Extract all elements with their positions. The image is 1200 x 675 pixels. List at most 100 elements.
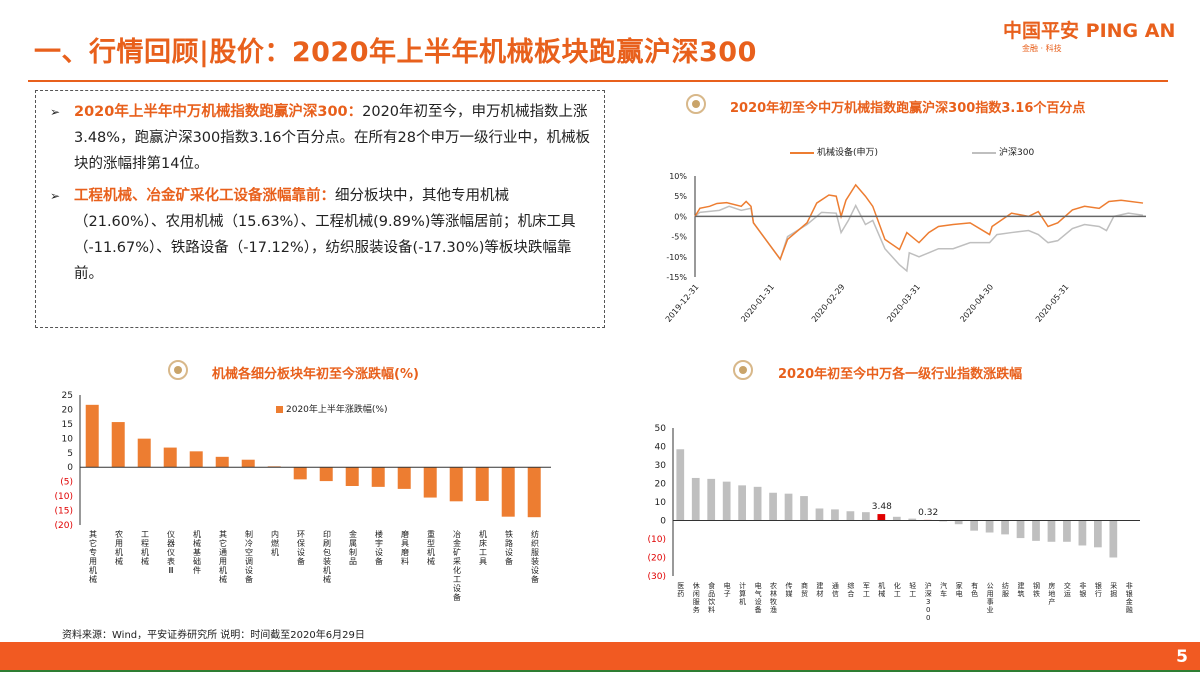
logo-cn: 中国平安 <box>1003 20 1080 42</box>
bar <box>1032 520 1040 541</box>
x-category-label: 轻工 <box>909 581 916 598</box>
y-tick-label: 5% <box>674 192 687 201</box>
bar <box>85 404 99 468</box>
bar <box>846 511 855 521</box>
bar <box>831 509 839 521</box>
y-tick-label: 15 <box>62 420 73 430</box>
legend-label: 机械设备(申万) <box>817 148 879 158</box>
x-category-label: 建筑 <box>1018 581 1025 598</box>
y-tick-label: (15) <box>55 507 73 517</box>
page-title: 一、行情回顾|股价：2020年上半年机械板块跑赢沪深300 <box>34 37 757 68</box>
line-chart-title: 2020年初至今中万机械指数跑赢沪深300指数3.16个百分点 <box>730 101 1086 116</box>
x-category-label: 有色 <box>971 581 978 598</box>
bar <box>784 493 793 521</box>
bar <box>189 451 203 468</box>
x-category-label: 沪深 3 0 0 <box>925 581 932 622</box>
y-tick-label: 50 <box>655 424 667 434</box>
bar <box>527 467 541 518</box>
bar <box>1016 520 1025 539</box>
y-tick-label: 5 <box>67 449 73 459</box>
x-category-label: 电子 <box>724 581 731 598</box>
bar <box>241 459 255 468</box>
industry-chart-title: 2020年初至今中万各一级行业指数涨跌幅 <box>778 367 1023 382</box>
legend-label: 沪深300 <box>999 148 1035 158</box>
circle-bullet-icon <box>686 94 706 114</box>
series-line-machinery <box>694 183 1144 261</box>
y-tick-label: 20 <box>655 480 667 490</box>
legend-label: 2020年上半年涨跌幅(%) <box>286 405 388 415</box>
summary-box: ➢ 2020年上半年中万机械指数跑赢沪深300：2020年初至今，申万机械指数上… <box>35 90 605 328</box>
bar <box>769 492 777 521</box>
x-category-label: 纺织服装设备 <box>531 529 539 584</box>
x-category-label: 铁路设备 <box>505 529 513 566</box>
bar <box>800 496 808 521</box>
summary-highlight: 工程机械、冶金矿采化工设备涨幅靠前： <box>74 188 335 204</box>
y-tick-label: (30) <box>648 572 666 582</box>
y-tick-label: 0 <box>67 463 73 473</box>
ping-an-logo: 中国平安 PING AN <box>1003 16 1175 43</box>
y-tick-label: -10% <box>666 253 687 262</box>
x-category-label: 机械 <box>878 581 885 598</box>
bar <box>137 438 151 468</box>
bar <box>163 447 177 468</box>
x-category-label: 化工 <box>894 581 901 598</box>
y-tick-label: (5) <box>60 478 73 488</box>
summary-text: 2020年初至今，申万机械指数上涨3.48%，跑赢沪深300指数3.16个百分点… <box>74 104 590 172</box>
x-category-label: 军工 <box>863 582 870 598</box>
x-category-label: 内燃机 <box>271 529 279 557</box>
x-category-label: 工程机械 <box>141 530 149 566</box>
data-label: 0.32 <box>918 508 938 518</box>
y-tick-label: -5% <box>671 233 687 242</box>
bar <box>722 481 731 521</box>
y-tick-label: (20) <box>55 521 73 531</box>
x-category-label: 机床工具 <box>479 529 487 566</box>
bar <box>691 477 700 521</box>
x-category-label: 金属制品 <box>349 529 357 566</box>
bar <box>954 520 963 525</box>
bar <box>877 514 886 521</box>
bar <box>815 508 824 521</box>
x-category-label: 仪器仪表 Ⅲ <box>167 530 175 575</box>
logo-en: PING AN <box>1085 20 1176 42</box>
bar <box>1094 520 1102 548</box>
x-category-label: 公用事业 <box>987 582 994 614</box>
bar <box>985 520 994 533</box>
y-tick-label: 10 <box>655 498 667 508</box>
y-tick-label: 10 <box>62 434 74 444</box>
bar <box>1047 520 1056 542</box>
source-note: 资料来源：Wind，平安证券研究所 说明：时间截至2020年6月29日 <box>62 630 365 641</box>
bar <box>345 467 359 486</box>
y-tick-label: 40 <box>655 443 667 453</box>
x-category-label: 采掘 <box>1110 581 1117 598</box>
x-category-label: 冶金矿采化工设备 <box>453 529 461 602</box>
bar <box>970 520 979 531</box>
x-category-label: 建材 <box>816 581 823 598</box>
y-tick-label: (10) <box>55 492 73 502</box>
bar <box>475 467 489 501</box>
y-tick-label: (10) <box>648 535 666 545</box>
x-category-label: 其它通用机械 <box>219 530 227 584</box>
page-number: 5 <box>1176 647 1188 667</box>
x-category-label: 交运 <box>1064 581 1071 598</box>
y-tick-label: 10% <box>669 172 687 181</box>
x-category-label: 电气设备 <box>755 581 762 614</box>
bar <box>908 518 917 521</box>
x-category-label: 综合 <box>847 581 854 598</box>
legend-item: 机械设备(申万) <box>790 145 878 158</box>
x-category-label: 其它专用机械 <box>89 530 97 584</box>
x-category-label: 房地产 <box>1048 581 1055 606</box>
bar <box>371 467 385 487</box>
summary-text: 细分板块中，其他专用机械（21.60%）、农用机械（15.63%）、工程机械(9… <box>74 188 576 282</box>
bar <box>753 486 762 521</box>
x-category-label: 通信 <box>832 581 839 598</box>
summary-highlight: 2020年上半年中万机械指数跑赢沪深300： <box>74 104 363 120</box>
bar <box>397 467 411 489</box>
x-category-label: 医药 <box>677 582 684 598</box>
x-category-label: 农林牧渔 <box>770 581 777 614</box>
bar <box>215 456 229 468</box>
bar <box>1063 520 1071 542</box>
logo-tagline: 金融 · 科技 <box>1022 44 1062 53</box>
y-tick-label: 25 <box>62 391 73 401</box>
bar <box>892 516 901 521</box>
